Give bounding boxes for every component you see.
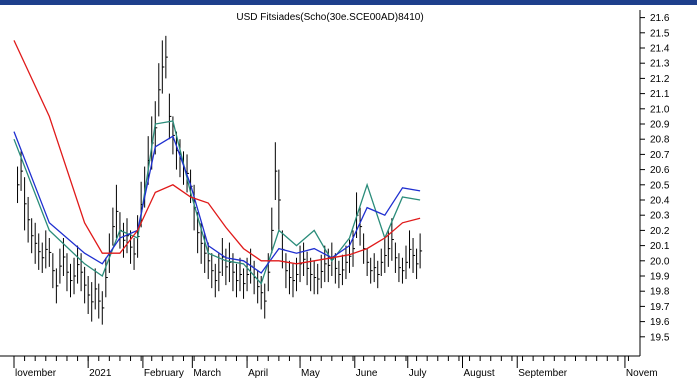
x-tick-label: May xyxy=(301,368,320,379)
y-tick-label: 19.9 xyxy=(650,272,670,283)
y-tick-label: 21.6 xyxy=(650,13,670,24)
series-line-short-ma xyxy=(13,120,421,285)
y-tick-label: 21.4 xyxy=(650,44,670,55)
y-tick-label: 20.9 xyxy=(650,120,670,131)
y-tick-label: 21.5 xyxy=(650,28,670,39)
y-tick-label: 20.8 xyxy=(650,135,670,146)
x-tick-label: March xyxy=(193,368,221,379)
x-tick-label: 2021 xyxy=(89,368,112,379)
y-tick-label: 20.6 xyxy=(650,165,670,176)
y-tick-label: 20.0 xyxy=(650,256,670,267)
y-tick-label: 19.5 xyxy=(650,332,670,343)
y-tick-label: 21.1 xyxy=(650,89,670,100)
series-line-long-ma xyxy=(13,40,421,265)
x-axis: lovember 2021 February March April May June Jul… xyxy=(0,355,658,379)
y-tick-label: 21.3 xyxy=(650,59,670,70)
chart-title: USD Fitsiades(Scho(30e.SCE00AD)8410) xyxy=(236,12,423,23)
x-tick-label: July xyxy=(409,368,427,379)
series-line-mid-ma xyxy=(13,131,421,274)
x-tick-label: August xyxy=(463,368,494,379)
y-tick-label: 19.8 xyxy=(650,287,670,298)
y-tick-label: 21.2 xyxy=(650,74,670,85)
y-tick-label: 20.7 xyxy=(650,150,670,161)
x-tick-label: September xyxy=(518,368,568,379)
y-tick-label: 19.7 xyxy=(650,302,670,313)
y-tick-label: 20.3 xyxy=(650,211,670,222)
x-tick-label: lovember xyxy=(15,368,57,379)
y-tick-label: 19.6 xyxy=(650,317,670,328)
y-tick-label: 20.4 xyxy=(650,196,670,207)
y-tick-label: 21.0 xyxy=(650,104,670,115)
x-tick-label: June xyxy=(356,368,378,379)
x-tick-label: April xyxy=(248,368,268,379)
y-axis: 21.6 21.5 21.4 21.3 21.2 21.1 21.0 20.9 20.8 20.7… xyxy=(639,10,670,356)
chart-top-border xyxy=(0,0,697,5)
x-tick-label: Novem xyxy=(626,368,658,379)
x-tick-label: February xyxy=(144,368,184,379)
plot-area xyxy=(13,35,423,325)
y-tick-label: 20.1 xyxy=(650,241,670,252)
y-tick-label: 20.5 xyxy=(650,180,670,191)
y-tick-label: 20.2 xyxy=(650,226,670,237)
